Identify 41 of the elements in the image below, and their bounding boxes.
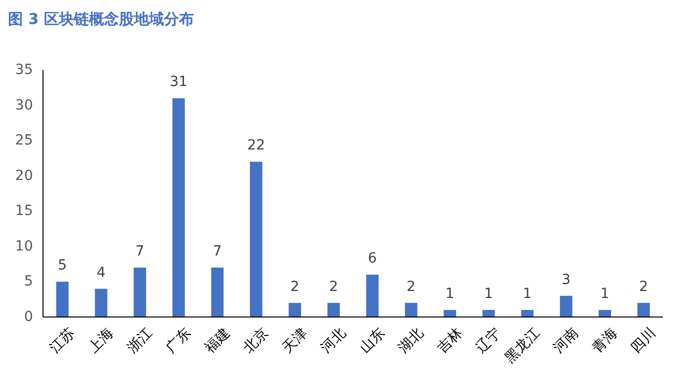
data-label: 31 [170, 74, 188, 90]
data-label: 2 [406, 278, 416, 295]
data-label: 22 [247, 138, 266, 154]
xtick: 河南 [550, 325, 582, 356]
data-label: 5 [58, 258, 67, 274]
xtick: 上海 [86, 325, 117, 356]
xtick: 黑龙江 [502, 325, 543, 366]
ytick: 5 [24, 274, 33, 290]
ytick: 10 [15, 238, 33, 254]
data-label: 1 [445, 286, 454, 302]
xtick: 广东 [163, 325, 194, 356]
xtick: 四川 [628, 325, 660, 356]
ytick: 25 [15, 132, 33, 149]
title: 图 3 区块链概念股地域分布 [8, 10, 194, 28]
xtick: 青海 [589, 325, 620, 356]
xtick: 吉林 [434, 325, 466, 356]
data-label: 7 [212, 244, 222, 260]
xtick: 福建 [202, 325, 233, 356]
xtick: 北京 [240, 325, 272, 356]
xtick: 浙江 [124, 325, 156, 356]
ytick: 35 [15, 62, 33, 78]
ytick: 0 [24, 309, 33, 325]
xtick: 山东 [356, 325, 388, 356]
data-label: 1 [484, 286, 494, 302]
data-label: 7 [135, 244, 144, 260]
data-label: 2 [329, 278, 338, 295]
ytick: 30 [15, 97, 33, 114]
xtick: 湖北 [396, 325, 427, 356]
data-label: 1 [522, 286, 532, 302]
xtick: 江苏 [46, 325, 78, 356]
data-label: 2 [290, 278, 300, 295]
data-label: 3 [562, 272, 571, 288]
xtick: 河北 [318, 325, 350, 356]
data-label: 1 [600, 286, 610, 302]
xtick: 辽宁 [473, 325, 504, 356]
data-label: 6 [368, 250, 377, 267]
ytick: 15 [15, 203, 33, 220]
data-label: 2 [639, 278, 648, 295]
xtick: 天津 [279, 325, 310, 356]
data-label: 4 [96, 264, 106, 281]
ytick: 20 [15, 168, 33, 184]
